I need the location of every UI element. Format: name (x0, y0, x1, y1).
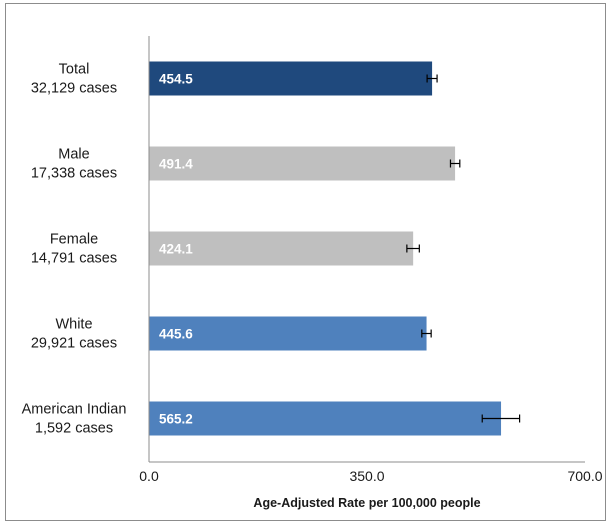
bar-female (149, 231, 414, 266)
x-tick-label: 350.0 (349, 468, 384, 484)
bar-male (149, 146, 456, 181)
value-label-white: 445.6 (159, 327, 193, 342)
category-label-total: Total (59, 62, 90, 78)
case-count-label-total: 32,129 cases (31, 81, 117, 97)
case-count-label-male: 17,338 cases (31, 166, 117, 182)
bar-white (149, 316, 427, 351)
category-label-female: Female (50, 232, 98, 248)
error-bar-total (426, 74, 438, 83)
bars-layer: 454.5 491.4 424.1 445.6 565.2 (149, 61, 521, 436)
value-label-male: 491.4 (159, 157, 193, 172)
category-labels-layer: Total 32,129 cases Male 17,338 cases Female 1… (22, 62, 127, 437)
chart-frame: 454.5 491.4 424.1 445.6 565.2 Total 32,129 ca… (5, 3, 606, 521)
bar-total (149, 61, 433, 96)
error-bar-american-indian (481, 414, 521, 423)
case-count-label-american-indian: 1,592 cases (35, 421, 113, 437)
case-count-label-female: 14,791 cases (31, 251, 117, 267)
x-axis-title: Age-Adjusted Rate per 100,000 people (253, 496, 480, 510)
bar-american-indian (149, 401, 502, 436)
value-label-female: 424.1 (159, 242, 193, 257)
category-label-male: Male (58, 147, 89, 163)
error-bar-female (406, 244, 420, 253)
category-label-white: White (55, 317, 92, 333)
case-count-label-white: 29,921 cases (31, 336, 117, 352)
category-label-american-indian: American Indian (22, 402, 127, 418)
error-bar-male (449, 159, 461, 168)
x-tick-label: 0.0 (139, 468, 159, 484)
bar-chart: 454.5 491.4 424.1 445.6 565.2 Total 32,129 ca… (22, 36, 603, 510)
value-label-american-indian: 565.2 (159, 412, 193, 427)
value-label-total: 454.5 (159, 72, 193, 87)
x-axis: 0.0 350.0 700.0 (139, 36, 603, 484)
x-tick-label: 700.0 (567, 468, 602, 484)
error-bar-white (421, 329, 432, 338)
